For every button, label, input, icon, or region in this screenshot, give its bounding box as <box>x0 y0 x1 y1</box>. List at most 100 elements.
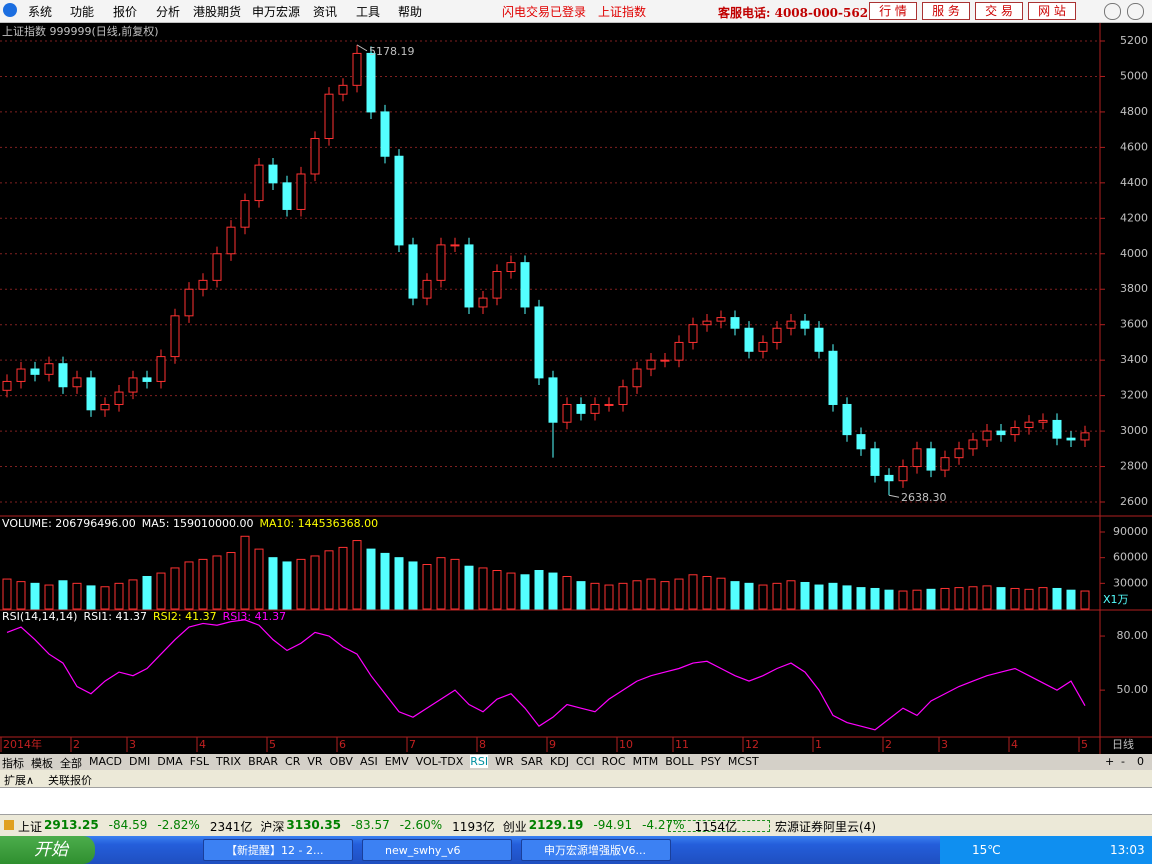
volume-bar <box>44 584 54 610</box>
candle-body <box>982 430 992 441</box>
candle-body <box>310 138 320 175</box>
indicator-tab[interactable]: BRAR <box>248 755 279 768</box>
indicator-tab[interactable]: MACD <box>89 755 122 768</box>
indicator-tab[interactable]: DMI <box>128 755 151 768</box>
indicator-tab[interactable]: VR <box>307 755 323 768</box>
y-tick-label: 3800 <box>1120 282 1148 295</box>
volume-bar <box>114 582 124 610</box>
start-button[interactable]: 开始 <box>0 836 95 864</box>
indicator-tab[interactable]: EMV <box>384 755 409 768</box>
candle-body <box>128 377 138 393</box>
indicator-header: MA10: 144536368.00 <box>259 517 378 530</box>
close-button[interactable] <box>1127 3 1144 20</box>
volume-bar <box>660 581 670 610</box>
volume-bar <box>324 550 334 610</box>
volume-bar <box>170 567 180 610</box>
volume-bar <box>646 578 656 610</box>
indicator-tab[interactable]: KDJ <box>550 755 569 768</box>
y-tick-label: 2800 <box>1120 460 1148 473</box>
volume-bar <box>842 585 852 610</box>
hotline: 客服电话: 4008-000-562 <box>718 6 869 20</box>
x-tick-label: 10 <box>619 738 633 751</box>
indicator-tab[interactable]: CCI <box>575 755 595 768</box>
help-button[interactable] <box>1104 3 1121 20</box>
rsi-line <box>6 619 1086 731</box>
menu-item[interactable]: 功能 <box>70 5 95 19</box>
task-button[interactable]: new_swhy_v6 <box>362 839 512 861</box>
nav-button[interactable]: 行 情 <box>869 2 917 20</box>
indicator-tab[interactable]: TRIX <box>215 755 242 768</box>
indicator-header: RSI2: 41.37 <box>153 610 217 623</box>
candle-body <box>688 324 698 343</box>
volume-bar <box>520 574 530 610</box>
candle-body <box>2 380 12 391</box>
candle-body <box>632 368 642 388</box>
indicator-tab[interactable]: 模板 <box>31 757 53 770</box>
volume-bar <box>926 588 936 610</box>
volume-bar <box>2 578 12 610</box>
task-button[interactable]: 【新提醒】12 - 2... <box>203 839 353 861</box>
menu-item[interactable]: 分析 <box>156 5 181 19</box>
candle-body <box>184 288 194 317</box>
zoom-button[interactable]: - <box>1121 755 1125 768</box>
menu-item[interactable]: 系统 <box>28 5 53 19</box>
menu-item[interactable]: 资讯 <box>313 5 338 19</box>
volume-bar <box>16 581 26 610</box>
indicator-tabs: 指标 模板 全部 MACD DMI DMA FSL TRIX BRAR CR VR OBV ASI EMV… <box>0 754 1152 770</box>
volume-bar <box>30 582 40 610</box>
candle-body <box>604 403 614 406</box>
nav-button[interactable]: 交 易 <box>975 2 1023 20</box>
nav-button[interactable]: 网 站 <box>1028 2 1076 20</box>
indicator-tab[interactable]: PSY <box>700 755 721 768</box>
candle-body <box>758 341 768 352</box>
indicator-tab[interactable]: ASI <box>359 755 378 768</box>
indicator-tab[interactable]: CR <box>285 755 301 768</box>
volume-bar <box>870 587 880 610</box>
indicator-tab[interactable]: BOLL <box>665 755 694 768</box>
task-button[interactable]: 申万宏源增强版V6... <box>521 839 671 861</box>
indicator-tab[interactable]: OBV <box>329 755 353 768</box>
volume-bar <box>1010 587 1020 610</box>
sub-tab[interactable]: 扩展∧ <box>4 774 35 787</box>
candle-body <box>842 403 852 436</box>
indicator-tab[interactable]: SAR <box>520 755 544 768</box>
candle-body <box>548 377 558 423</box>
menu-item[interactable]: 申万宏源 <box>252 5 301 19</box>
indicator-header: MA5: 159010000.00 <box>142 517 254 530</box>
volume-bar <box>982 585 992 610</box>
menu-item[interactable]: 报价 <box>113 5 138 19</box>
indicator-tab[interactable]: DMA <box>157 755 183 768</box>
sub-tab[interactable]: 关联报价 <box>48 774 92 787</box>
menu-item[interactable]: 工具 <box>356 5 381 19</box>
nav-button[interactable]: 服 务 <box>922 2 970 20</box>
indicator-tab[interactable]: RSI <box>470 755 489 768</box>
candle-body <box>940 457 950 471</box>
menu-item[interactable]: 港股期货 <box>193 5 242 19</box>
candle-body <box>380 111 390 157</box>
indicator-tab[interactable]: VOL-TDX <box>415 755 464 768</box>
candle-body <box>828 350 838 405</box>
volume-bar <box>688 574 698 610</box>
index-quote: -4.27% <box>642 818 685 832</box>
indicator-tab[interactable]: WR <box>495 755 514 768</box>
zoom-button[interactable]: + <box>1105 755 1115 768</box>
candle-body <box>44 363 54 375</box>
indicator-header: RSI1: 41.37 <box>83 610 147 623</box>
candle-body <box>520 262 530 308</box>
volume-bar <box>268 557 278 610</box>
indicator-tab[interactable]: MTM <box>632 755 659 768</box>
indicator-tab[interactable]: ROC <box>601 755 626 768</box>
x-tick-label: 12 <box>745 738 759 751</box>
candle-body <box>786 320 796 329</box>
candle-body <box>464 244 474 308</box>
indicator-tab[interactable]: 全部 <box>60 757 82 770</box>
clock: 13:03 <box>1110 843 1145 857</box>
indicator-tab[interactable]: MCST <box>727 755 759 768</box>
indicator-tab[interactable]: 指标 <box>2 757 24 770</box>
indicator-tab[interactable]: FSL <box>189 755 209 768</box>
zoom-button[interactable]: 0 <box>1137 755 1144 768</box>
index-quote: 2913.25 <box>44 818 99 832</box>
volume-bar <box>282 561 292 610</box>
menu-item[interactable]: 帮助 <box>398 5 423 19</box>
